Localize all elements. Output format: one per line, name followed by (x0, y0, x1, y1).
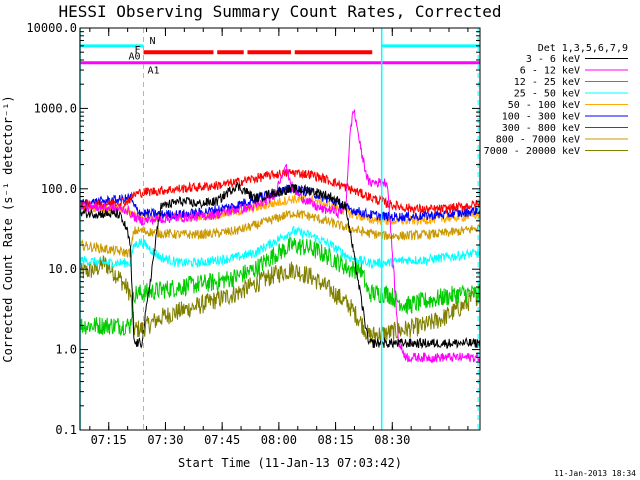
legend-label-8: 7000 - 20000 keV (484, 146, 580, 157)
series-line-1 (80, 109, 480, 364)
legend-label-0: 3 - 6 keV (526, 54, 580, 65)
flag-label-f: F (134, 45, 140, 56)
series-line-3 (80, 225, 480, 270)
series-line-0 (80, 181, 480, 349)
legend-label-6: 300 - 800 keV (502, 123, 580, 134)
y-tick-label-3: 10.0 (48, 262, 77, 276)
x-tick-label-4: 08:15 (318, 433, 354, 447)
legend-title: Det 1,3,5,6,7,9 (538, 43, 628, 54)
x-tick-label-1: 07:30 (147, 433, 183, 447)
y-tick-label-1: 1000.0 (34, 101, 77, 115)
y-tick-label-2: 100.0 (41, 182, 77, 196)
plot-frame (79, 27, 481, 431)
series-layer (80, 109, 480, 364)
series-line-6 (80, 168, 480, 214)
legend-label-7: 800 - 7000 keV (496, 135, 580, 146)
y-tick-label-4: 1.0 (55, 343, 77, 357)
legend-label-5: 100 - 300 keV (502, 112, 580, 123)
x-axis-label: Start Time (11-Jan-13 07:03:42) (178, 456, 402, 470)
series-line-7 (80, 209, 480, 258)
y-tick-label-5: 0.1 (55, 423, 77, 437)
x-tick-label-2: 07:45 (204, 433, 240, 447)
legend-label-1: 6 - 12 keV (520, 66, 580, 77)
x-tick-label-5: 08:30 (374, 433, 410, 447)
series-line-8 (80, 254, 480, 344)
legend-label-3: 25 - 50 keV (514, 89, 580, 100)
x-tick-label-0: 07:15 (91, 433, 127, 447)
chart-title: HESSI Observing Summary Count Rates, Cor… (58, 2, 501, 21)
flag-label-a1: A1 (148, 66, 160, 77)
flag-label-a0: A0 (128, 52, 140, 63)
legend-label-2: 12 - 25 keV (514, 77, 580, 88)
x-tick-label-3: 08:00 (261, 433, 297, 447)
axes-layer: 10000.0 1000.0 100.0 10.0 1.0 0.1 07:15 07:30 07… (26, 21, 481, 447)
flag-label-n: N (150, 36, 156, 47)
legend-label-4: 50 - 100 keV (508, 100, 580, 111)
y-tick-label-0: 10000.0 (26, 21, 77, 35)
series-line-2 (80, 237, 480, 337)
y-axis-label: Corrected Count Rate (s⁻¹ detector⁻¹) (1, 95, 15, 362)
timestamp: 11-Jan-2013 18:34 (554, 469, 636, 478)
